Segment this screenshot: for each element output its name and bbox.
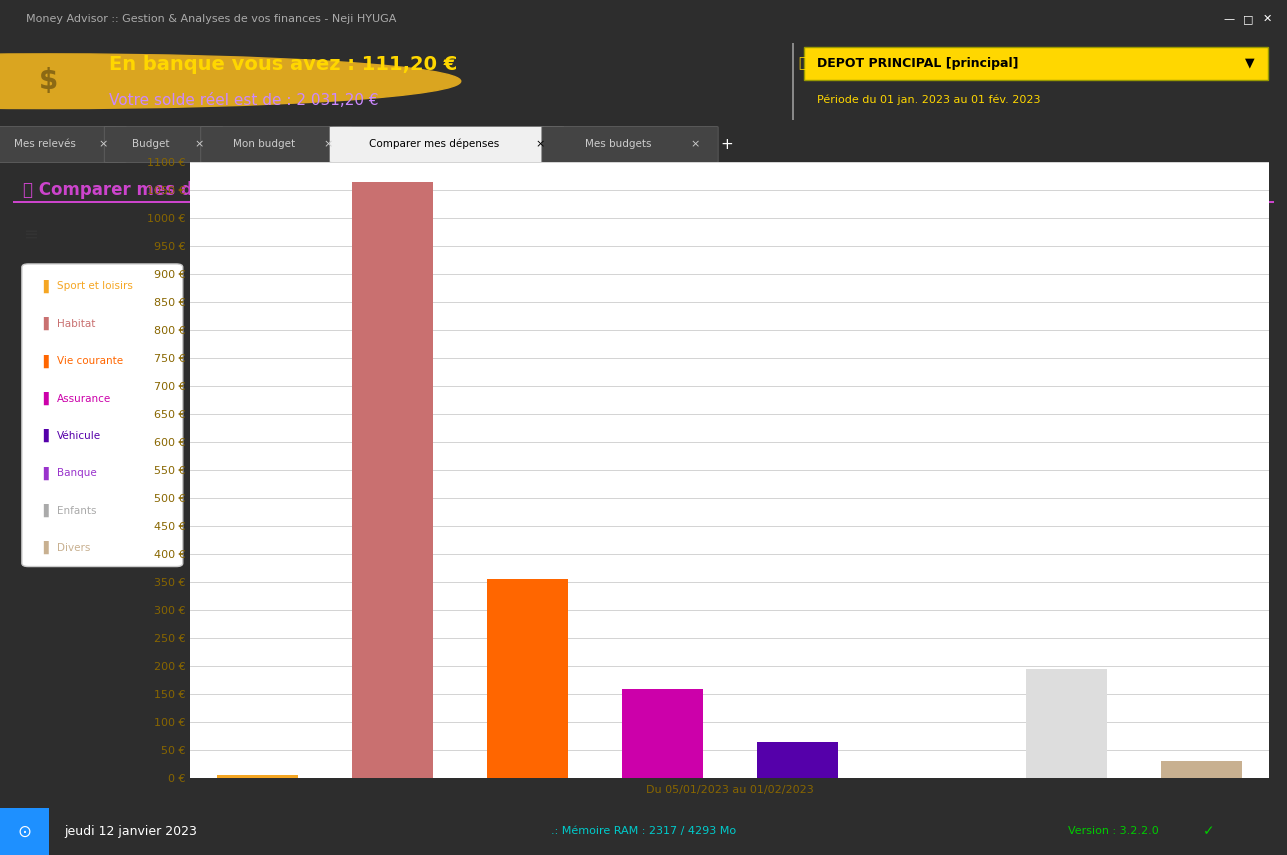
Bar	[757, 741, 838, 778]
Text: ≡: ≡	[23, 226, 39, 244]
Text: Enfants: Enfants	[57, 505, 97, 516]
Text: Vie courante: Vie courante	[57, 357, 122, 366]
Text: DEPOT PRINCIPAL [principal]: DEPOT PRINCIPAL [principal]	[817, 56, 1019, 70]
Text: ×: ×	[194, 139, 205, 149]
Bar	[353, 182, 434, 778]
Text: ×: ×	[98, 139, 108, 149]
Text: ▐: ▐	[39, 392, 48, 405]
Bar	[792, 43, 794, 120]
Text: ▐: ▐	[39, 541, 48, 555]
Text: ▐: ▐	[39, 317, 48, 330]
Text: 📊 Comparer mes dépenses: 📊 Comparer mes dépenses	[23, 180, 270, 198]
Text: +: +	[721, 137, 734, 151]
Bar	[13, 201, 1274, 203]
Bar	[1026, 669, 1107, 778]
Text: ✓: ✓	[1203, 824, 1215, 839]
Text: Assurance: Assurance	[57, 393, 111, 404]
FancyBboxPatch shape	[201, 127, 351, 162]
Text: Version : 3.2.2.0: Version : 3.2.2.0	[1068, 827, 1160, 836]
Text: jeudi 12 janvier 2023: jeudi 12 janvier 2023	[64, 825, 197, 838]
Bar	[1161, 761, 1242, 778]
FancyBboxPatch shape	[804, 47, 1268, 80]
FancyBboxPatch shape	[542, 127, 718, 162]
Bar	[486, 580, 568, 778]
Text: Véhicule: Véhicule	[57, 431, 100, 441]
Text: □: □	[1243, 15, 1254, 24]
Text: Comparer mes dépenses: Comparer mes dépenses	[369, 139, 499, 150]
X-axis label: Du 05/01/2023 au 01/02/2023: Du 05/01/2023 au 01/02/2023	[646, 785, 813, 795]
FancyBboxPatch shape	[104, 127, 223, 162]
Text: Banque: Banque	[57, 469, 97, 478]
Text: ✕: ✕	[1263, 15, 1273, 24]
Text: Budget: Budget	[133, 139, 170, 149]
Text: Mes relevés: Mes relevés	[14, 139, 76, 149]
Text: Mes budgets: Mes budgets	[584, 139, 651, 149]
Text: ▼: ▼	[1246, 56, 1255, 70]
FancyBboxPatch shape	[0, 127, 126, 162]
Text: Habitat: Habitat	[57, 319, 95, 329]
Text: ⊙: ⊙	[18, 823, 31, 840]
Text: ▐: ▐	[39, 355, 48, 368]
Text: En banque vous avez : 111,20 €: En banque vous avez : 111,20 €	[109, 55, 458, 74]
Text: ×: ×	[690, 139, 700, 149]
Circle shape	[0, 54, 461, 109]
FancyBboxPatch shape	[329, 127, 564, 162]
Text: ▐: ▐	[39, 504, 48, 517]
Text: 🖥: 🖥	[798, 56, 807, 70]
Text: ×: ×	[535, 139, 546, 149]
Bar	[622, 688, 703, 778]
Text: Mon budget: Mon budget	[233, 139, 295, 149]
Text: ▐: ▐	[39, 280, 48, 293]
Text: Votre solde réel est de : 2 031,20 €: Votre solde réel est de : 2 031,20 €	[109, 92, 378, 108]
Text: ▐: ▐	[39, 429, 48, 443]
Text: Divers: Divers	[57, 543, 90, 553]
Text: ×: ×	[323, 139, 333, 149]
Text: $: $	[40, 68, 58, 95]
Text: ▐: ▐	[39, 467, 48, 480]
Bar	[0, 808, 49, 855]
FancyBboxPatch shape	[22, 264, 183, 567]
Text: Money Advisor :: Gestion & Analyses de vos finances - Neji HYUGA: Money Advisor :: Gestion & Analyses de v…	[26, 15, 396, 24]
Text: Période du 01 jan. 2023 au 01 fév. 2023: Période du 01 jan. 2023 au 01 fév. 2023	[817, 95, 1041, 105]
Text: Sport et loisirs: Sport et loisirs	[57, 281, 133, 292]
Text: .: Mémoire RAM : 2317 / 4293 Mo: .: Mémoire RAM : 2317 / 4293 Mo	[551, 827, 736, 836]
Text: —: —	[1224, 15, 1234, 24]
Bar	[218, 775, 299, 778]
